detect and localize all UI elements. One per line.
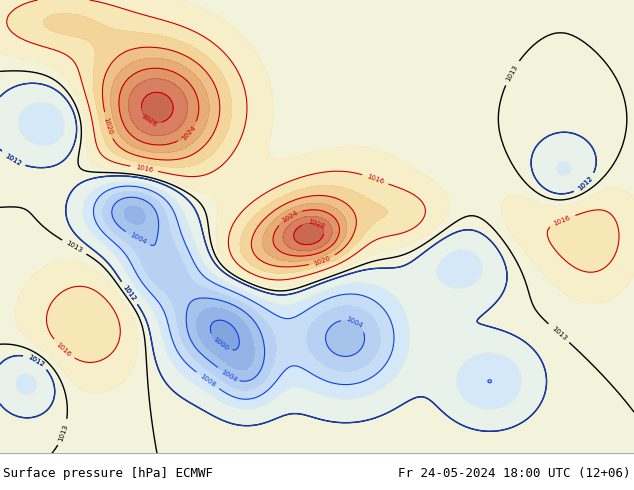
Text: 1012: 1012	[27, 353, 45, 368]
Text: 1016: 1016	[135, 164, 153, 173]
Text: 1016: 1016	[55, 341, 72, 358]
Text: 1004: 1004	[129, 232, 147, 245]
Text: 1004: 1004	[345, 316, 364, 329]
Text: 1012: 1012	[122, 284, 137, 302]
Text: 1024: 1024	[280, 209, 299, 224]
Text: 1013: 1013	[65, 240, 84, 254]
Text: 1020: 1020	[313, 255, 332, 267]
Text: 1013: 1013	[505, 64, 519, 82]
Text: 1012: 1012	[577, 175, 594, 192]
Text: 1012: 1012	[4, 152, 22, 167]
Text: 1012: 1012	[122, 284, 137, 302]
Text: 1020: 1020	[102, 116, 113, 135]
Text: 1028: 1028	[306, 218, 325, 230]
Text: Surface pressure [hPa] ECMWF: Surface pressure [hPa] ECMWF	[3, 467, 213, 480]
Text: 1016: 1016	[366, 173, 385, 185]
Text: 1012: 1012	[27, 353, 45, 368]
Text: 1008: 1008	[199, 373, 217, 388]
Text: 1012: 1012	[4, 152, 22, 167]
Text: 1012: 1012	[577, 175, 594, 192]
Text: 1013: 1013	[58, 423, 69, 442]
Text: 1016: 1016	[553, 214, 572, 226]
Text: Fr 24-05-2024 18:00 UTC (12+06): Fr 24-05-2024 18:00 UTC (12+06)	[398, 467, 631, 480]
Text: 1004: 1004	[220, 368, 238, 383]
Text: 1013: 1013	[550, 325, 567, 342]
Text: 1000: 1000	[211, 336, 229, 352]
Text: 1024: 1024	[181, 124, 197, 142]
Text: 1028: 1028	[139, 112, 157, 127]
